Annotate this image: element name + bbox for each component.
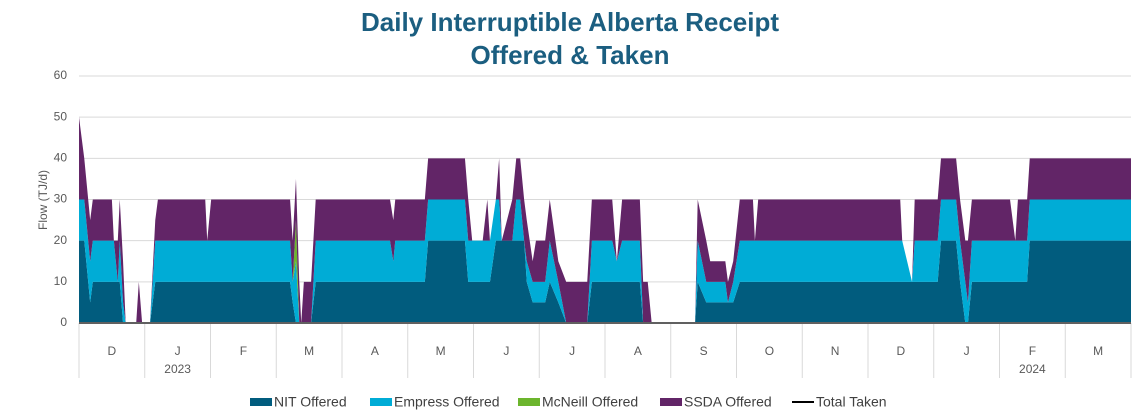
x-tick-label: M	[1093, 344, 1103, 358]
x-tick-label: N	[831, 344, 840, 358]
x-tick-label: J	[503, 344, 509, 358]
legend-label: Total Taken	[816, 394, 887, 410]
y-tick-label: 10	[54, 274, 68, 288]
x-tick-label: J	[569, 344, 575, 358]
x-tick-label: D	[108, 344, 117, 358]
year-label: 2023	[164, 362, 191, 376]
y-tick-label: 60	[54, 68, 68, 82]
x-tick-label: F	[240, 344, 247, 358]
area	[79, 199, 1131, 323]
year-label: 2024	[1019, 362, 1046, 376]
x-tick-label: S	[700, 344, 708, 358]
y-tick-label: 0	[60, 315, 67, 329]
legend-swatch	[518, 398, 540, 406]
legend-label: Empress Offered	[394, 394, 500, 410]
y-tick-label: 40	[54, 151, 68, 165]
area	[79, 117, 1131, 324]
y-tick-label: 50	[54, 109, 68, 123]
x-tick-label: J	[175, 344, 181, 358]
x-tick-label: O	[765, 344, 774, 358]
legend-swatch	[370, 398, 392, 406]
x-tick-label: A	[634, 344, 642, 358]
chart-title: Offered & Taken	[471, 40, 670, 70]
x-tick-label: D	[897, 344, 906, 358]
x-tick-label: F	[1029, 344, 1036, 358]
y-axis-label: Flow (TJ/d)	[36, 170, 50, 230]
y-tick-label: 20	[54, 233, 68, 247]
x-tick-label: M	[304, 344, 314, 358]
legend-swatch	[250, 398, 272, 406]
x-tick-label: A	[371, 344, 379, 358]
legend-label: McNeill Offered	[542, 394, 638, 410]
chart-title: Daily Interruptible Alberta Receipt	[361, 7, 779, 37]
x-tick-label: J	[964, 344, 970, 358]
y-tick-label: 30	[54, 192, 68, 206]
legend-label: NIT Offered	[274, 394, 347, 410]
x-tick-label: M	[436, 344, 446, 358]
legend-swatch	[660, 398, 682, 406]
legend-label: SSDA Offered	[684, 394, 772, 410]
